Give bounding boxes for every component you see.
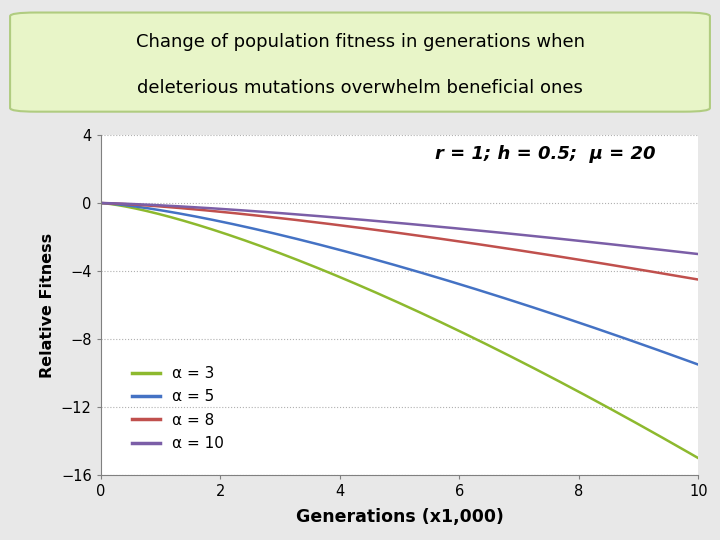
Y-axis label: Relative Fitness: Relative Fitness [40,233,55,377]
Text: r = 1; h = 0.5;  μ = 20: r = 1; h = 0.5; μ = 20 [436,145,656,163]
Text: Change of population fitness in generations when: Change of population fitness in generati… [135,33,585,51]
FancyBboxPatch shape [10,12,710,112]
X-axis label: Generations (x1,000): Generations (x1,000) [296,508,503,525]
Text: deleterious mutations overwhelm beneficial ones: deleterious mutations overwhelm benefici… [137,79,583,97]
Legend: α = 3, α = 5, α = 8, α = 10: α = 3, α = 5, α = 8, α = 10 [127,360,230,457]
